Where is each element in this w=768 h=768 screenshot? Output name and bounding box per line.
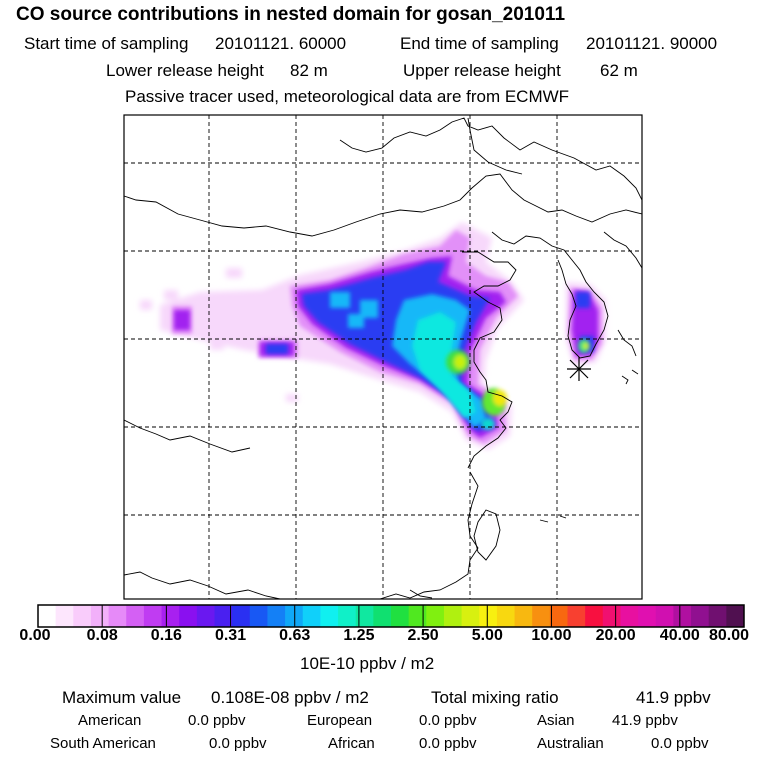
- region-value: 0.0 ppbv: [188, 712, 246, 729]
- region-value: 0.0 ppbv: [419, 712, 477, 729]
- region-name: American: [78, 712, 142, 729]
- total-mixing-value: 41.9 ppbv: [636, 688, 711, 707]
- region-value: 0.0 ppbv: [419, 735, 477, 752]
- colorbar-tick-label: 10.00: [531, 627, 572, 644]
- lower-release-value: 82 m: [290, 61, 328, 80]
- tracer-note: Passive tracer used, meteorological data…: [125, 87, 570, 106]
- colorbar-tick-label: 0.08: [86, 627, 118, 644]
- region-name: Australian: [537, 735, 604, 752]
- colorbar-tick-label: 40.00: [659, 627, 700, 644]
- source-contribution-map: [123, 114, 643, 600]
- colorbar-tick-label: 1.25: [343, 627, 375, 644]
- colorbar-tick-label: 0.63: [279, 627, 311, 644]
- plume-field: [140, 222, 606, 450]
- asterisk-icon: [567, 357, 591, 381]
- colorbar-tick-label: 0.00: [19, 627, 51, 644]
- colorbar-tick-label: 0.16: [150, 627, 182, 644]
- upper-release-value: 62 m: [600, 61, 638, 80]
- max-value: 0.108E-08 ppbv / m2: [211, 688, 369, 707]
- upper-release-label: Upper release height: [403, 61, 561, 80]
- region-name: European: [307, 712, 373, 729]
- lat-lon-grid: [124, 115, 642, 599]
- region-value: 0.0 ppbv: [651, 735, 709, 752]
- end-time-label: End time of sampling: [400, 34, 559, 53]
- colorbar-tick-label: 20.00: [595, 627, 636, 644]
- region-name: African: [328, 735, 375, 752]
- region-value: 41.9 ppbv: [612, 712, 678, 729]
- colorbar-units: 10E-10 ppbv / m2: [300, 654, 435, 673]
- colorbar-tick-label: 2.50: [407, 627, 439, 644]
- colorbar-tick-label: 80.00: [708, 627, 750, 644]
- start-time-value: 20101121. 60000: [215, 34, 347, 53]
- total-mixing-label: Total mixing ratio: [431, 688, 559, 707]
- lower-release-label: Lower release height: [106, 61, 264, 80]
- region-name: Asian: [537, 712, 575, 729]
- end-time-value: 20101121. 90000: [586, 34, 718, 53]
- chart-title: CO source contributions in nested domain…: [16, 4, 566, 25]
- max-value-label: Maximum value: [62, 688, 182, 707]
- start-time-label: Start time of sampling: [24, 34, 189, 53]
- coastlines: [124, 117, 642, 599]
- region-value: 0.0 ppbv: [209, 735, 267, 752]
- colorbar-tick-label: 5.00: [471, 627, 503, 644]
- region-name: South American: [50, 735, 156, 752]
- map-frame: [123, 114, 643, 600]
- colorbar-tick-label: 0.31: [214, 627, 247, 644]
